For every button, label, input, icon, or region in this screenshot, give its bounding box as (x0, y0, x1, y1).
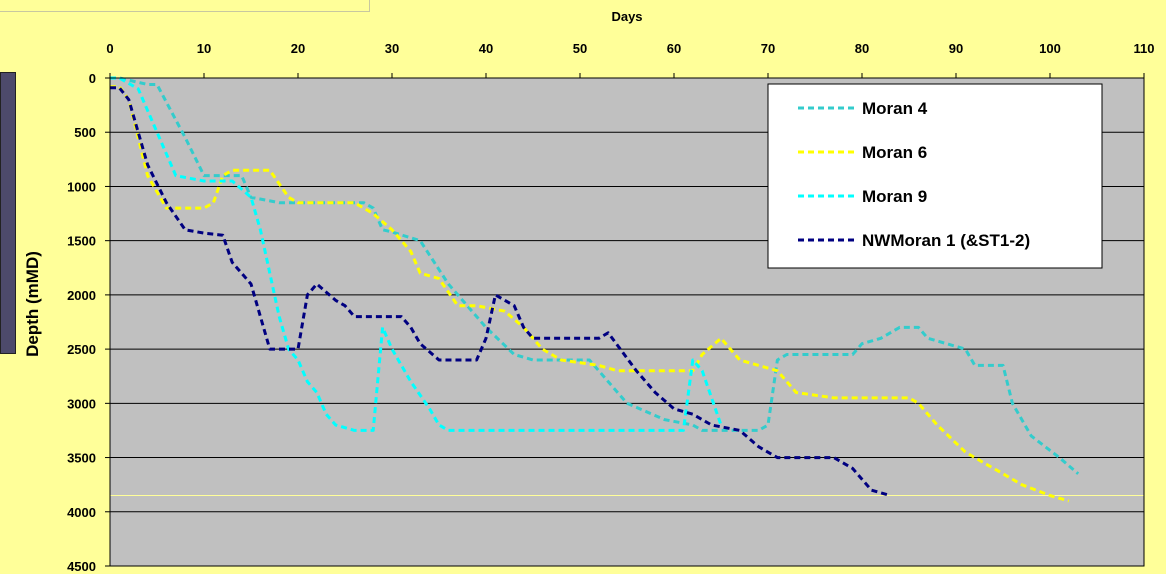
y-tick-label: 500 (74, 125, 96, 140)
x-tick-label: 90 (949, 41, 963, 56)
x-tick-label: 10 (197, 41, 211, 56)
y-tick-label: 0 (89, 71, 96, 86)
x-tick-label: 110 (1134, 41, 1155, 56)
legend-label: Moran 6 (862, 143, 927, 162)
plot-border (109, 77, 1145, 567)
x-tick-label: 80 (855, 41, 869, 56)
x-axis-title: Days (611, 9, 642, 24)
series-line-moran-4 (110, 76, 1080, 475)
x-axis-ticks: 0 10 20 30 40 50 60 70 80 90 100 110 (106, 41, 1154, 78)
y-tick-label: 2500 (67, 342, 96, 357)
y-tick-label: 3000 (67, 396, 96, 411)
legend-label: NWMoran 1 (&ST1-2) (862, 231, 1030, 250)
series-line-moran-9 (110, 76, 723, 432)
legend-label: Moran 4 (862, 99, 928, 118)
x-tick-label: 30 (385, 41, 399, 56)
legend-box (767, 83, 1103, 269)
x-tick-label: 50 (573, 41, 587, 56)
y-axis-ticks: 0 500 1000 1500 2000 2500 3000 3500 4000 4500 (67, 71, 110, 574)
dark-side-panel (0, 72, 16, 354)
series-layer (110, 76, 1080, 503)
y-tick-label: 1000 (67, 179, 96, 194)
x-tick-label: 60 (667, 41, 681, 56)
y-tick-label: 4500 (67, 559, 96, 574)
x-tick-label: 20 (291, 41, 305, 56)
y-axis-title: Depth (mMD) (23, 251, 42, 357)
y-tick-label: 2000 (67, 288, 96, 303)
series-line-nwmoran-1-st1-2 (110, 86, 891, 497)
y-tick-label: 1500 (67, 234, 96, 249)
top-strip (0, 0, 370, 12)
legend: Moran 4 Moran 6 Moran 9 NWMoran 1 (&ST1-2) (767, 83, 1103, 269)
x-tick-label: 100 (1039, 41, 1061, 56)
x-tick-label: 0 (106, 41, 113, 56)
y-tick-label: 3500 (67, 451, 96, 466)
legend-label: Moran 9 (862, 187, 927, 206)
x-tick-label: 70 (761, 41, 775, 56)
y-tick-label: 4000 (67, 505, 96, 520)
x-tick-label: 40 (479, 41, 493, 56)
